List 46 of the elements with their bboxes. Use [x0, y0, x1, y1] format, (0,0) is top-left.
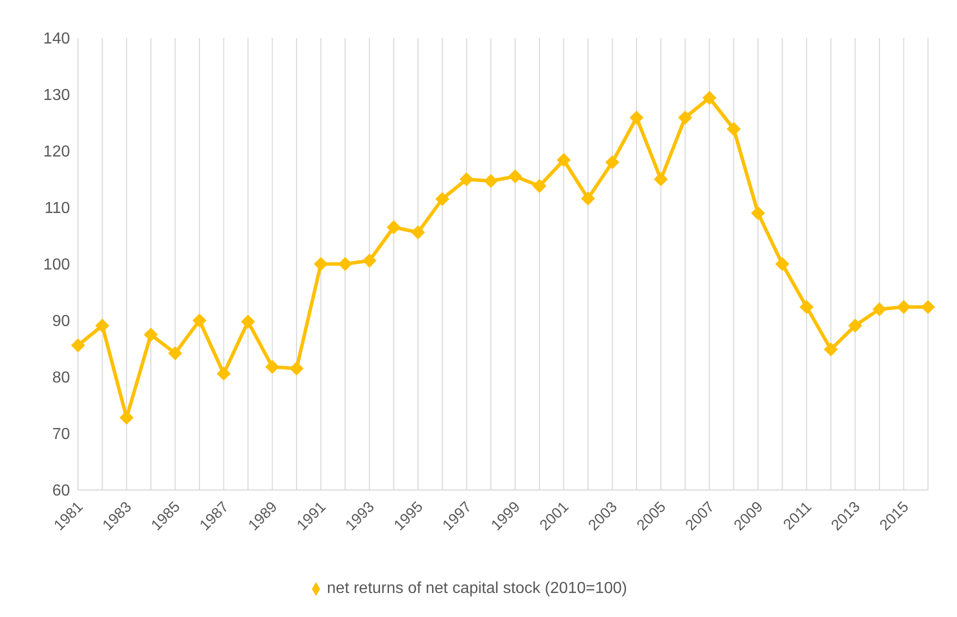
point: [484, 174, 498, 188]
point: [120, 410, 134, 425]
point: [921, 300, 935, 314]
y-tick-label: 140: [43, 30, 70, 48]
point: [824, 342, 838, 356]
point: [241, 314, 255, 329]
y-tick-label: 110: [44, 200, 70, 218]
point: [362, 254, 376, 268]
y-tick-label: 90: [52, 313, 70, 330]
y-tick-label: 60: [52, 482, 70, 500]
point: [168, 346, 182, 360]
point: [581, 191, 595, 206]
point: [338, 257, 352, 271]
y-tick-label: 130: [43, 87, 70, 104]
point: [726, 122, 741, 136]
point: [460, 172, 474, 186]
point: [848, 318, 862, 333]
point: [435, 192, 450, 206]
y-tick-label: 120: [43, 144, 70, 161]
y-tick-label: 80: [52, 370, 70, 387]
y-tick-label: 100: [43, 256, 70, 274]
point: [411, 225, 425, 240]
point: [678, 110, 692, 125]
point: [751, 206, 765, 220]
point: [71, 338, 85, 352]
point: [556, 153, 571, 168]
legend-label: net returns of net capital stock (2010=100): [326, 580, 628, 597]
point: [654, 172, 668, 186]
point: [605, 155, 620, 170]
point: [95, 318, 110, 333]
point: [508, 169, 522, 184]
point: [192, 314, 206, 328]
point: [630, 110, 644, 125]
y-tick-label: 70: [52, 426, 70, 444]
point: [386, 220, 401, 234]
point: [800, 300, 814, 314]
point: [702, 90, 716, 105]
point: [775, 257, 790, 271]
point: [265, 360, 280, 374]
point: [314, 257, 328, 271]
point: [896, 300, 911, 314]
point: [216, 366, 231, 381]
point: [532, 179, 546, 194]
point: [290, 362, 304, 376]
point: [144, 328, 158, 342]
point: [872, 302, 886, 316]
